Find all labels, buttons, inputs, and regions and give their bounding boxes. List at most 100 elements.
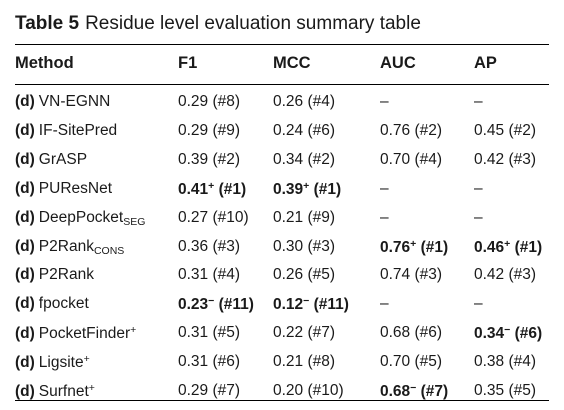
method-prefix: (d) bbox=[15, 208, 35, 226]
cell-f1: 0.41+ (#1) bbox=[178, 180, 246, 199]
method-prefix: (d) bbox=[15, 237, 35, 255]
method-name: fpocket bbox=[38, 295, 89, 313]
f1-value: 0.31 (#6) bbox=[178, 353, 241, 371]
cell-mcc: 0.34 (#2) bbox=[273, 151, 335, 169]
cell-ap: – bbox=[474, 180, 483, 198]
cell-mcc: 0.21 (#8) bbox=[273, 353, 335, 371]
table-row: (d) PocketFinder+ 0.31 (#5) 0.22 (#7) 0.68 (… bbox=[0, 321, 564, 350]
cell-ap: 0.38 (#4) bbox=[474, 353, 536, 371]
method-prefix: (d) bbox=[15, 354, 35, 372]
method-prefix: (d) bbox=[15, 266, 35, 284]
cell-auc: – bbox=[380, 93, 389, 111]
cell-method: (d) Ligsite+ bbox=[15, 353, 90, 372]
method-superscript: + bbox=[83, 353, 90, 366]
method-name: GrASP bbox=[38, 150, 88, 168]
cell-f1: 0.31 (#6) bbox=[178, 353, 240, 371]
f1-value: 0.39 (#2) bbox=[178, 150, 241, 168]
method-name: Ligsite bbox=[38, 354, 84, 372]
top-rule bbox=[15, 44, 549, 46]
f1-significance-marker: + bbox=[208, 179, 215, 192]
method-name: IF-SitePred bbox=[38, 121, 118, 139]
auc-significance-marker: + bbox=[410, 237, 417, 250]
cell-method: (d) VN-EGNN bbox=[15, 93, 110, 111]
mcc-value: 0.21 (#8) bbox=[273, 353, 336, 371]
method-name: DeepPocket bbox=[38, 208, 124, 226]
cell-method: (d) DeepPocketSEG bbox=[15, 209, 145, 228]
cell-ap: – bbox=[474, 93, 483, 111]
method-superscript: + bbox=[88, 382, 95, 394]
cell-method: (d) P2RankCONS bbox=[15, 238, 124, 257]
mcc-value: 0.24 (#6) bbox=[273, 121, 336, 139]
table-row: (d) fpocket 0.23− (#11) 0.12− (#11) – – bbox=[0, 292, 564, 321]
f1-value: 0.31 (#4) bbox=[178, 266, 241, 284]
auc-value: – bbox=[380, 295, 389, 313]
cell-f1: 0.23− (#11) bbox=[178, 295, 254, 314]
cell-method: (d) Surfnet+ bbox=[15, 382, 95, 401]
header-mcc: MCC bbox=[273, 54, 311, 72]
cell-auc: 0.74 (#3) bbox=[380, 266, 442, 284]
method-prefix: (d) bbox=[15, 179, 35, 197]
header-ap: AP bbox=[474, 54, 497, 72]
header-f1: F1 bbox=[178, 54, 198, 72]
cell-f1: 0.31 (#4) bbox=[178, 266, 240, 284]
ap-value: 0.38 (#4) bbox=[474, 353, 537, 371]
auc-value: – bbox=[380, 208, 389, 226]
mcc-value: 0.22 (#7) bbox=[273, 324, 336, 342]
cell-f1: 0.39 (#2) bbox=[178, 151, 240, 169]
auc-value: 0.68 bbox=[380, 383, 411, 400]
auc-significance-marker: − bbox=[410, 382, 417, 394]
f1-value: 0.27 (#10) bbox=[178, 208, 249, 226]
cell-f1: 0.31 (#5) bbox=[178, 324, 240, 342]
cell-auc: 0.76 (#2) bbox=[380, 122, 442, 140]
f1-value: 0.23 bbox=[178, 296, 209, 314]
cell-mcc: 0.12− (#11) bbox=[273, 295, 349, 314]
f1-value: 0.29 (#7) bbox=[178, 382, 241, 399]
cell-method: (d) P2Rank bbox=[15, 266, 94, 284]
auc-rank: (#1) bbox=[420, 238, 449, 256]
mcc-value: 0.26 (#5) bbox=[273, 266, 336, 284]
ap-value: – bbox=[474, 179, 483, 197]
ap-value: – bbox=[474, 295, 483, 313]
ap-value: – bbox=[474, 93, 483, 110]
cell-auc: 0.76+ (#1) bbox=[380, 238, 448, 257]
cell-auc: 0.68− (#7) bbox=[380, 382, 448, 401]
ap-value: 0.34 bbox=[474, 325, 505, 343]
ap-rank: (#6) bbox=[514, 325, 543, 343]
cell-mcc: 0.39+ (#1) bbox=[273, 180, 341, 199]
mcc-value: 0.39 bbox=[273, 180, 304, 198]
header-method: Method bbox=[15, 54, 74, 72]
cell-ap: 0.34− (#6) bbox=[474, 324, 542, 343]
method-prefix: (d) bbox=[15, 325, 35, 343]
cell-mcc: 0.26 (#4) bbox=[273, 93, 335, 111]
ap-significance-marker: − bbox=[504, 324, 511, 337]
cell-ap: 0.42 (#3) bbox=[474, 266, 536, 284]
method-name: P2Rank bbox=[38, 237, 94, 255]
method-subscript: SEG bbox=[123, 215, 146, 228]
method-subscript: CONS bbox=[93, 244, 125, 257]
ap-value: 0.45 (#2) bbox=[474, 121, 537, 139]
auc-value: – bbox=[380, 179, 389, 197]
table-row: (d) PUResNet 0.41+ (#1) 0.39+ (#1) – – bbox=[0, 177, 564, 206]
cell-ap: 0.45 (#2) bbox=[474, 122, 536, 140]
method-prefix: (d) bbox=[15, 93, 35, 110]
cell-mcc: 0.20 (#10) bbox=[273, 382, 344, 400]
header-rule bbox=[15, 84, 549, 85]
bottom-rule bbox=[15, 400, 549, 401]
cell-ap: 0.35 (#5) bbox=[474, 382, 536, 400]
method-name: VN-EGNN bbox=[38, 93, 111, 110]
cell-ap: – bbox=[474, 209, 483, 227]
table-caption-text: Residue level evaluation summary table bbox=[85, 13, 421, 34]
table-row: (d) GrASP 0.39 (#2) 0.34 (#2) 0.70 (#4) 0.42 … bbox=[0, 148, 564, 177]
cell-auc: – bbox=[380, 295, 389, 313]
cell-method: (d) PUResNet bbox=[15, 180, 112, 198]
cell-mcc: 0.21 (#9) bbox=[273, 209, 335, 227]
table-row: (d) DeepPocketSEG 0.27 (#10) 0.21 (#9) – – bbox=[0, 206, 564, 235]
cell-f1: 0.29 (#7) bbox=[178, 382, 240, 400]
mcc-value: 0.34 (#2) bbox=[273, 150, 336, 168]
method-name: P2Rank bbox=[38, 266, 94, 284]
cell-mcc: 0.26 (#5) bbox=[273, 266, 335, 284]
cell-auc: – bbox=[380, 180, 389, 198]
table-row: (d) VN-EGNN 0.29 (#8) 0.26 (#4) – – bbox=[0, 90, 564, 119]
f1-rank: (#11) bbox=[218, 296, 254, 314]
cell-auc: 0.70 (#4) bbox=[380, 151, 442, 169]
